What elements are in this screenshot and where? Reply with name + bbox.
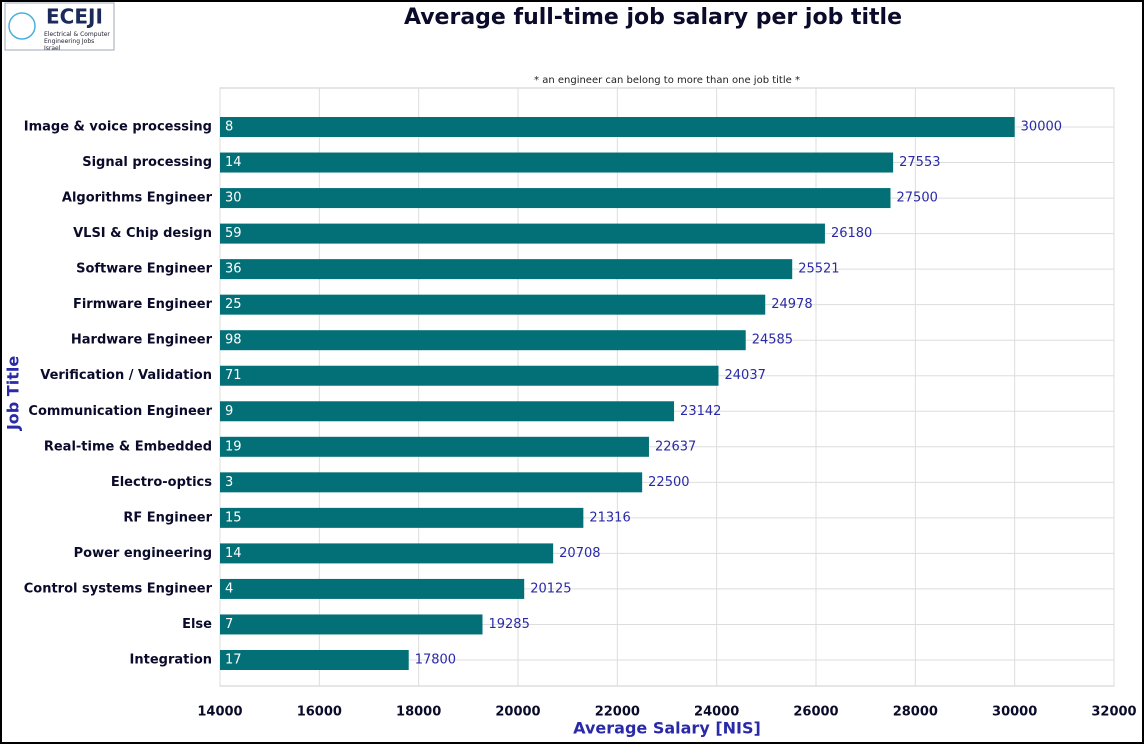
count-label: 71 (225, 368, 242, 383)
y-tick-label: Electro-optics (111, 475, 212, 490)
x-tick-label: 30000 (992, 705, 1037, 720)
y-tick-label: Control systems Engineer (24, 581, 213, 596)
value-label: 30000 (1021, 120, 1062, 135)
y-tick-label: Image & voice processing (24, 120, 212, 135)
logo-tagline: Electrical & Computer Engineering Jobs I… (44, 31, 110, 51)
bar (220, 401, 675, 422)
bar (220, 117, 1015, 137)
x-axis-label: Average Salary [NIS] (573, 719, 761, 738)
bar (220, 507, 584, 528)
y-tick-label: Power engineering (74, 546, 212, 561)
bar (220, 223, 825, 244)
count-label: 9 (225, 404, 233, 419)
value-label: 20708 (559, 546, 600, 561)
value-label: 25521 (798, 262, 839, 277)
y-tick-label: Signal processing (82, 155, 212, 170)
y-tick-label: Communication Engineer (28, 404, 212, 419)
chart-title: Average full-time job salary per job tit… (404, 5, 902, 30)
x-tick-label: 24000 (694, 705, 739, 720)
bar (220, 578, 525, 599)
count-label: 30 (225, 191, 242, 206)
bar (220, 152, 894, 173)
value-label: 24585 (752, 333, 793, 348)
value-label: 22637 (655, 439, 696, 454)
y-tick-label: VLSI & Chip design (73, 226, 212, 241)
value-label: 17800 (415, 653, 456, 668)
value-label: 23142 (680, 404, 721, 419)
count-label: 19 (225, 439, 242, 454)
x-tick-label: 16000 (297, 705, 342, 720)
bar (220, 650, 409, 670)
y-tick-label: RF Engineer (123, 510, 212, 525)
value-label: 24978 (771, 297, 812, 312)
value-label: 22500 (648, 475, 689, 490)
y-tick-label: Hardware Engineer (71, 333, 213, 348)
count-label: 98 (225, 333, 242, 348)
count-label: 8 (225, 120, 233, 135)
x-tick-label: 18000 (396, 705, 441, 720)
count-label: 7 (225, 617, 233, 632)
count-label: 14 (225, 546, 242, 561)
logo-icon (8, 12, 36, 40)
value-label: 20125 (530, 581, 571, 596)
count-label: 3 (225, 475, 233, 490)
count-label: 59 (225, 226, 242, 241)
bar (220, 330, 746, 351)
x-tick-label: 28000 (893, 705, 938, 720)
x-tick-label: 26000 (793, 705, 838, 720)
y-tick-label: Integration (130, 653, 212, 668)
count-label: 36 (225, 262, 242, 277)
logo-name: ECEJI (46, 5, 103, 29)
bar (220, 543, 554, 564)
bar (220, 188, 891, 209)
bar (220, 259, 793, 280)
y-tick-label: Else (182, 617, 212, 632)
count-label: 14 (225, 155, 242, 170)
y-tick-label: Verification / Validation (40, 368, 212, 383)
bar (220, 614, 483, 635)
bar (220, 436, 649, 457)
logo-box (4, 2, 115, 51)
count-label: 15 (225, 510, 242, 525)
x-tick-label: 22000 (595, 705, 640, 720)
count-label: 17 (225, 653, 242, 668)
count-label: 25 (225, 297, 242, 312)
bar (220, 472, 643, 493)
x-tick-label: 32000 (1091, 705, 1136, 720)
y-tick-label: Firmware Engineer (73, 297, 213, 312)
bar (220, 365, 719, 386)
x-tick-label: 14000 (197, 705, 242, 720)
value-label: 27500 (897, 191, 938, 206)
count-label: 4 (225, 581, 233, 596)
y-tick-label: Algorithms Engineer (62, 191, 213, 206)
value-label: 26180 (831, 226, 872, 241)
value-label: 19285 (488, 617, 529, 632)
value-label: 21316 (589, 510, 630, 525)
y-tick-label: Real-time & Embedded (44, 439, 212, 454)
x-tick-label: 20000 (495, 705, 540, 720)
bar (220, 294, 766, 315)
logo: ECEJI Electrical & Computer Engineering … (4, 2, 115, 51)
y-tick-label: Software Engineer (76, 262, 212, 277)
logo-tagline-box: Electrical & Computer Engineering Jobs I… (44, 31, 110, 51)
chart-subtitle: * an engineer can belong to more than on… (534, 75, 800, 86)
value-label: 27553 (899, 155, 940, 170)
value-label: 24037 (725, 368, 766, 383)
y-axis-label: Job Title (4, 356, 23, 432)
